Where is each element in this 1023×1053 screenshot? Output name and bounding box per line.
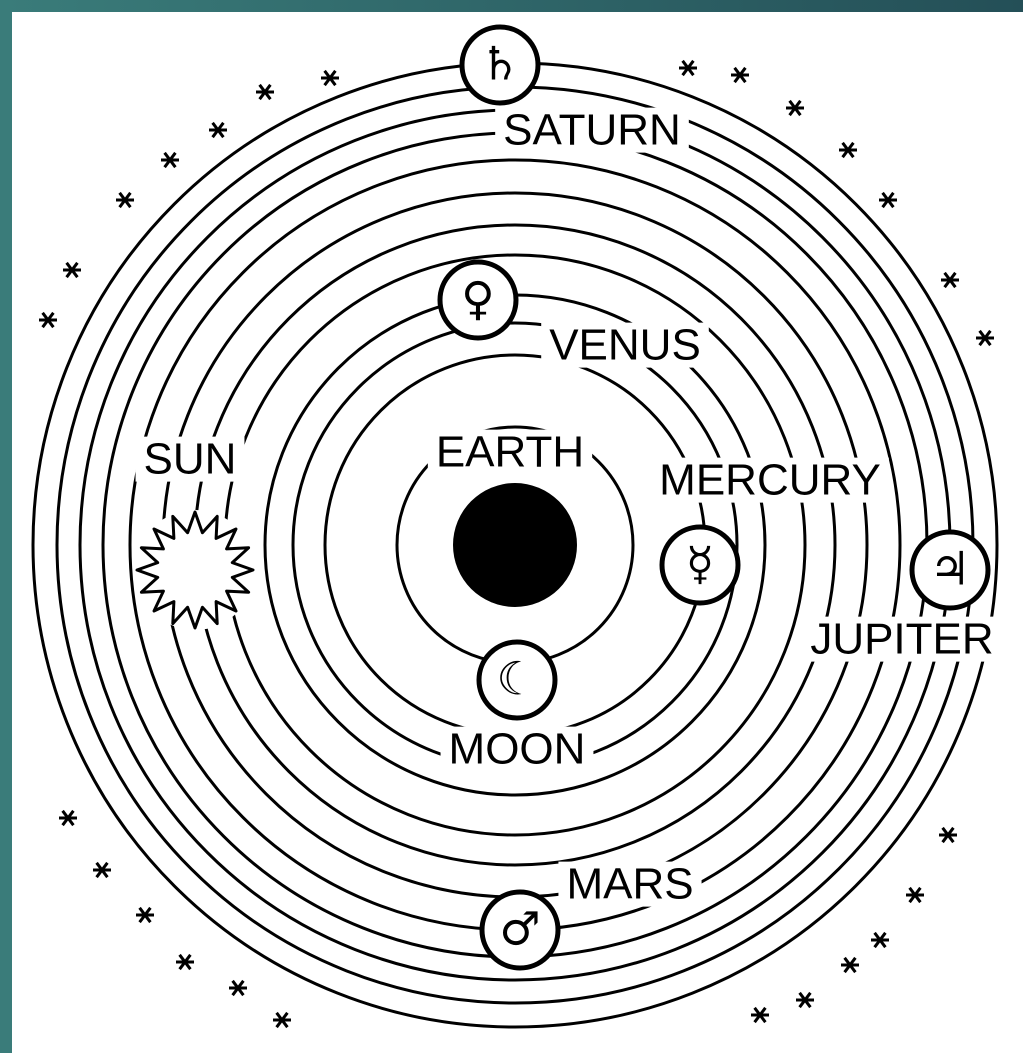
planet-symbol: ♄ bbox=[479, 37, 520, 91]
body-label: MERCURY bbox=[659, 456, 881, 505]
planet-symbol: ♀ bbox=[461, 272, 495, 326]
body-label: SUN bbox=[144, 435, 237, 484]
sun bbox=[137, 512, 253, 628]
body-label: SATURN bbox=[503, 106, 681, 155]
body-label: MOON bbox=[449, 725, 586, 774]
geocentric-diagram: SATURN ♄ VENUS ♀ SUN EARTH MERCURY ☿ JUPITER ♃ MOO… bbox=[0, 0, 1023, 1053]
body-label: VENUS bbox=[549, 321, 701, 370]
planet-symbol: ♂ bbox=[499, 902, 540, 956]
body-label: EARTH bbox=[436, 428, 584, 477]
earth bbox=[453, 483, 577, 607]
body-label: MARS bbox=[566, 860, 693, 909]
planet-symbol: ♃ bbox=[929, 542, 970, 596]
body-label: JUPITER bbox=[810, 615, 993, 664]
planet-symbol: ☾ bbox=[496, 652, 537, 706]
planet-symbol: ☿ bbox=[686, 537, 714, 591]
